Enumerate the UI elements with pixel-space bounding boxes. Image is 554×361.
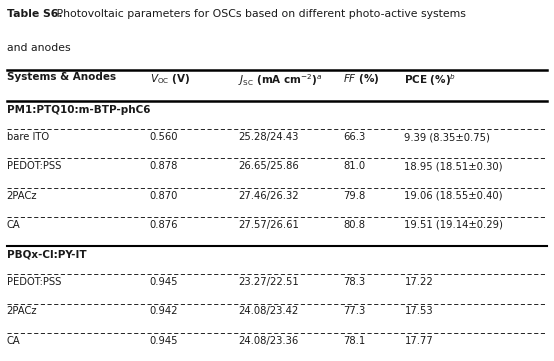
Text: 0.870: 0.870 — [150, 191, 178, 201]
Text: $\mathit{FF}$ (%): $\mathit{FF}$ (%) — [343, 72, 380, 86]
Text: 9.39 (8.35±0.75): 9.39 (8.35±0.75) — [404, 132, 490, 142]
Text: 26.65/25.86: 26.65/25.86 — [238, 161, 299, 171]
Text: 18.95 (18.51±0.30): 18.95 (18.51±0.30) — [404, 161, 503, 171]
Text: 19.51 (19.14±0.29): 19.51 (19.14±0.29) — [404, 220, 503, 230]
Text: 66.3: 66.3 — [343, 132, 366, 142]
Text: 24.08/23.42: 24.08/23.42 — [238, 306, 299, 317]
Text: 0.876: 0.876 — [150, 220, 178, 230]
Text: PEDOT:PSS: PEDOT:PSS — [7, 161, 61, 171]
Text: 81.0: 81.0 — [343, 161, 366, 171]
Text: 24.08/23.36: 24.08/23.36 — [238, 336, 299, 346]
Text: 79.8: 79.8 — [343, 191, 366, 201]
Text: $J_{\mathrm{SC}}$ (mA cm$^{-2}$)$^{a}$: $J_{\mathrm{SC}}$ (mA cm$^{-2}$)$^{a}$ — [238, 72, 322, 88]
Text: 23.27/22.51: 23.27/22.51 — [238, 277, 299, 287]
Text: 2PACz: 2PACz — [7, 306, 37, 317]
Text: Photovoltaic parameters for OSCs based on different photo-active systems: Photovoltaic parameters for OSCs based o… — [53, 9, 465, 19]
Text: 78.1: 78.1 — [343, 336, 366, 346]
Text: PEDOT:PSS: PEDOT:PSS — [7, 277, 61, 287]
Text: $V_{\mathrm{OC}}$ (V): $V_{\mathrm{OC}}$ (V) — [150, 72, 190, 86]
Text: Table S6.: Table S6. — [7, 9, 62, 19]
Text: PCE (%)$^{b}$: PCE (%)$^{b}$ — [404, 72, 456, 88]
Text: PM1:PTQ10:m-BTP-phC6: PM1:PTQ10:m-BTP-phC6 — [7, 105, 150, 115]
Text: 0.878: 0.878 — [150, 161, 178, 171]
Text: 17.53: 17.53 — [404, 306, 433, 317]
Text: 0.945: 0.945 — [150, 336, 178, 346]
Text: 78.3: 78.3 — [343, 277, 366, 287]
Text: 19.06 (18.55±0.40): 19.06 (18.55±0.40) — [404, 191, 503, 201]
Text: 0.560: 0.560 — [150, 132, 178, 142]
Text: 17.22: 17.22 — [404, 277, 433, 287]
Text: 2PACz: 2PACz — [7, 191, 37, 201]
Text: PBQx-Cl:PY-IT: PBQx-Cl:PY-IT — [7, 250, 86, 260]
Text: CA: CA — [7, 336, 20, 346]
Text: 25.28/24.43: 25.28/24.43 — [238, 132, 299, 142]
Text: 80.8: 80.8 — [343, 220, 366, 230]
Text: 27.57/26.61: 27.57/26.61 — [238, 220, 299, 230]
Text: bare ITO: bare ITO — [7, 132, 49, 142]
Text: 0.942: 0.942 — [150, 306, 178, 317]
Text: Systems & Anodes: Systems & Anodes — [7, 72, 116, 82]
Text: 77.3: 77.3 — [343, 306, 366, 317]
Text: 27.46/26.32: 27.46/26.32 — [238, 191, 299, 201]
Text: CA: CA — [7, 220, 20, 230]
Text: 0.945: 0.945 — [150, 277, 178, 287]
Text: and anodes: and anodes — [7, 43, 70, 53]
Text: 17.77: 17.77 — [404, 336, 433, 346]
